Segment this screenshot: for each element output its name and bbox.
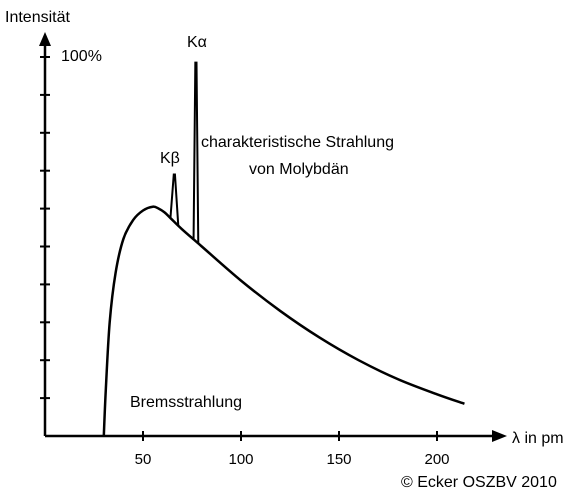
x-tick-label: 200 bbox=[424, 451, 449, 468]
peak-label-k-beta: Kβ bbox=[160, 150, 180, 167]
x-axis-arrow bbox=[492, 430, 507, 442]
x-axis-label: λ in pm bbox=[512, 430, 564, 447]
y-axis-label: Intensität bbox=[5, 9, 70, 26]
y-axis-arrow bbox=[39, 32, 51, 46]
x-ticks: 50 100 150 200 bbox=[135, 431, 450, 468]
peak-k-alpha bbox=[192, 61, 200, 244]
axes bbox=[39, 32, 507, 442]
characteristic-peaks bbox=[169, 61, 200, 244]
peak-label-k-alpha: Kα bbox=[187, 34, 207, 51]
y-max-label: 100% bbox=[61, 48, 102, 65]
annotation-line-1: charakteristische Strahlung bbox=[201, 134, 394, 151]
x-tick-label: 100 bbox=[228, 451, 253, 468]
series-label-bremsstrahlung: Bremsstrahlung bbox=[130, 394, 242, 411]
annotation-line-2: von Molybdän bbox=[249, 161, 349, 178]
x-tick-label: 50 bbox=[135, 451, 152, 468]
bremsstrahlung-curve bbox=[102, 205, 465, 437]
y-ticks bbox=[40, 56, 50, 400]
peak-k-beta bbox=[169, 173, 180, 226]
credit: © Ecker OSZBV 2010 bbox=[401, 474, 557, 491]
x-tick-label: 150 bbox=[326, 451, 351, 468]
